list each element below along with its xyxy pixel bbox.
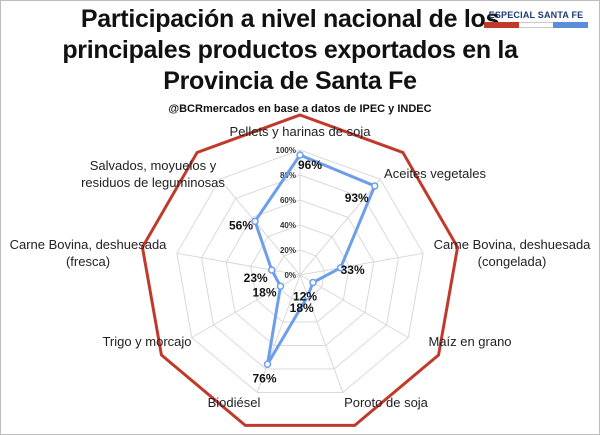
chart-title: Participación a nivel nacional de los pr… [60, 4, 520, 97]
grid-spoke-8 [219, 178, 301, 276]
category-label-1: Aceites vegetales [384, 166, 486, 181]
grid-ring-40 [250, 224, 350, 323]
title-line-2: principales productos exportados en la [62, 36, 518, 64]
data-point-4 [303, 292, 312, 300]
tick-label-80: 80% [280, 171, 296, 180]
category-label-7-line-0: Carne Bovina, deshuesada [10, 237, 168, 252]
chart-subtitle: @BCRmercados en base a datos de IPEC y I… [168, 103, 432, 115]
data-label-1: 93% [345, 191, 369, 205]
data-label-4: 18% [290, 301, 314, 315]
data-label-5: 76% [252, 371, 276, 385]
title-line-1: Participación a nivel nacional de los [80, 5, 500, 33]
grid-spoke-7 [176, 252, 301, 276]
series-line [253, 153, 377, 366]
category-label-5: Biodiésel [208, 395, 261, 410]
category-label-2-line-1: (congelada) [478, 254, 547, 269]
grid-spoke-3 [299, 274, 409, 338]
data-label-6: 18% [252, 285, 276, 299]
especial-santa-fe-badge: ESPECIAL SANTA FE [484, 10, 589, 28]
tick-label-40: 40% [280, 221, 296, 230]
badge-bar-white [518, 22, 554, 28]
data-point-7 [267, 266, 276, 274]
data-point-8 [251, 217, 259, 226]
grid-spoke-1 [299, 178, 381, 276]
category-label-3: Maíz en grano [428, 334, 511, 349]
data-label-0: 96% [298, 158, 322, 172]
tick-label-0: 0% [284, 271, 296, 280]
data-point-2 [336, 264, 345, 272]
badge-bar-blue [553, 22, 589, 28]
grid-ring-100 [176, 149, 424, 393]
data-label-8: 56% [229, 218, 253, 232]
category-label-6: Trigo y morcajo [102, 334, 191, 349]
grid-spoke-2 [299, 252, 424, 276]
category-label-0: Pellets y harinas de soja [230, 124, 372, 139]
grid-spoke-5 [256, 274, 301, 393]
data-label-2: 33% [341, 263, 365, 277]
data-label-3: 12% [293, 290, 317, 304]
tick-label-60: 60% [280, 196, 296, 205]
tick-label-100: 100% [276, 146, 296, 155]
badge-color-bar [484, 22, 589, 28]
data-point-6 [276, 282, 285, 290]
data-point-1 [370, 182, 379, 190]
category-label-8-line-0: Salvados, moyuelos y [90, 158, 217, 173]
data-label-7: 23% [244, 271, 268, 285]
badge-text: ESPECIAL SANTA FE [488, 10, 584, 20]
category-label-8-line-1: residuos de leguminosas [81, 175, 225, 190]
data-point-0 [296, 151, 304, 159]
badge-bar-red [484, 22, 519, 28]
category-label-7-line-1: (fresca) [66, 254, 110, 269]
category-label-2-line-0: Carne Bovina, deshuesada [434, 237, 592, 252]
tick-label-20: 20% [280, 246, 296, 255]
outer-frame-polygon [140, 113, 460, 427]
data-point-5 [263, 360, 272, 369]
data-point-3 [309, 278, 317, 287]
category-label-4: Poroto de soja [344, 395, 429, 410]
grid-ring-80 [200, 174, 400, 370]
title-line-3: Provincia de Santa Fe [163, 67, 417, 95]
grid-ring-20 [274, 249, 326, 299]
grid-ring-60 [225, 199, 375, 346]
